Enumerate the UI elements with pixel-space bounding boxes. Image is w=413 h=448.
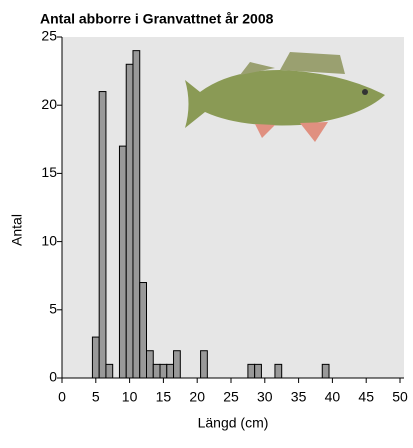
x-tick-label: 15: [156, 389, 172, 405]
bar: [91, 336, 100, 379]
bar: [139, 282, 148, 379]
bar: [321, 363, 330, 379]
y-tick-label: 0: [49, 369, 57, 385]
bar: [118, 145, 127, 379]
bar: [125, 63, 134, 379]
x-tick-label: 45: [358, 389, 374, 405]
x-tick-label: 50: [392, 389, 408, 405]
x-tick-label: 30: [257, 389, 273, 405]
bar: [247, 363, 256, 379]
y-tick-label: 15: [41, 164, 57, 180]
x-tick-label: 40: [325, 389, 341, 405]
bar: [152, 363, 161, 379]
bar: [132, 50, 141, 379]
bar: [159, 363, 168, 379]
chart-title: Antal abborre i Granvattnet år 2008: [40, 11, 274, 27]
bar: [274, 363, 283, 379]
bar: [200, 350, 208, 379]
fish-illustration: [185, 52, 385, 142]
x-tick-label: 5: [92, 389, 100, 405]
y-tick-label: 10: [41, 232, 57, 248]
x-axis-label: Längd (cm): [198, 415, 269, 431]
x-tick-label: 25: [223, 389, 239, 405]
x-tick-label: 20: [189, 389, 205, 405]
y-tick-label: 5: [49, 301, 57, 317]
bar: [166, 363, 175, 379]
y-tick-label: 20: [41, 96, 57, 112]
bar: [173, 350, 181, 379]
x-tick-label: 0: [58, 389, 66, 405]
y-axis-label: Antal: [9, 214, 25, 246]
bar: [254, 363, 262, 379]
bar: [146, 350, 154, 379]
bar: [98, 91, 107, 379]
x-tick-label: 35: [291, 389, 307, 405]
x-tick-label: 10: [122, 389, 138, 405]
y-tick-label: 25: [41, 28, 57, 44]
bar: [105, 363, 114, 379]
